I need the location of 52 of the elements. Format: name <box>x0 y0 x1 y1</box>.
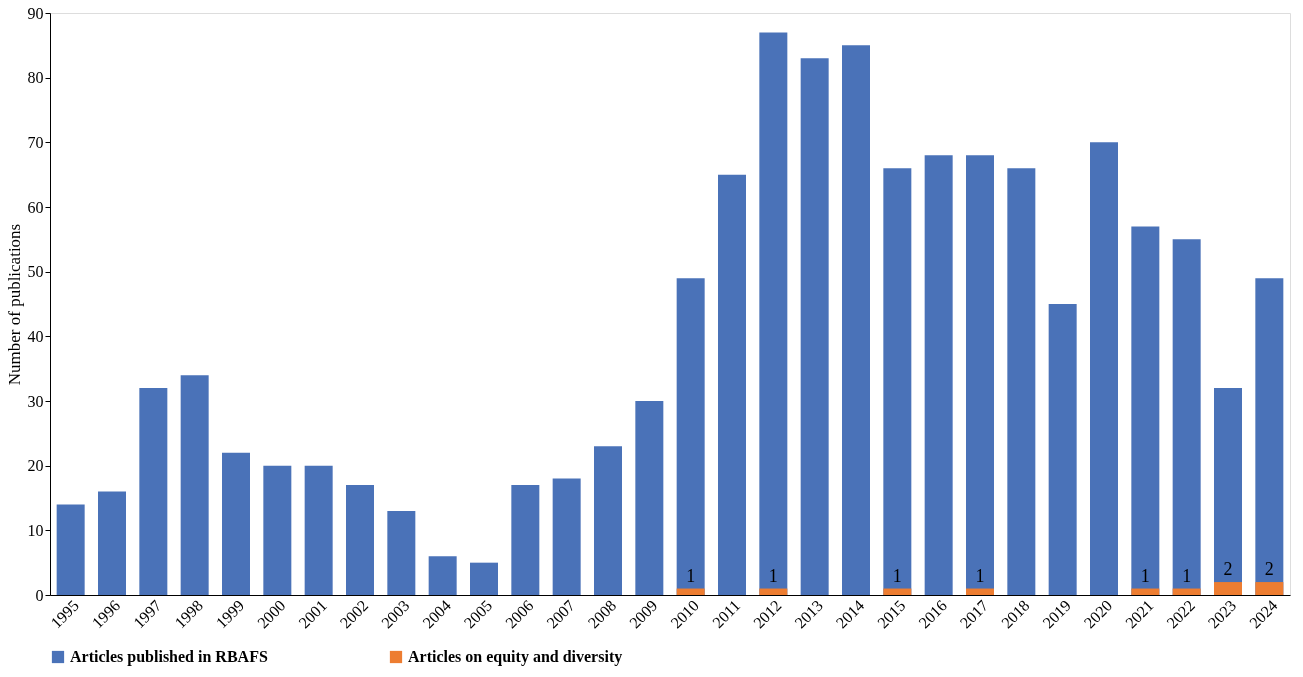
bar <box>1255 582 1284 595</box>
bar <box>1090 142 1118 595</box>
y-tick-label: 70 <box>27 133 44 151</box>
x-tick-label: 1999 <box>212 596 248 632</box>
bar <box>1048 304 1077 595</box>
y-tick-label: 80 <box>27 69 44 87</box>
bar <box>1172 588 1201 595</box>
bar <box>511 485 540 595</box>
bar <box>635 401 664 595</box>
bar <box>594 446 622 595</box>
data-label: 1 <box>975 565 985 586</box>
y-tick-label: 60 <box>27 198 44 216</box>
bar <box>1131 588 1160 595</box>
bar <box>98 491 126 595</box>
legend-label: Articles published in RBAFS <box>70 648 268 666</box>
bar <box>304 465 333 595</box>
data-label: 1 <box>1182 565 1192 586</box>
y-tick-label: 40 <box>27 327 44 345</box>
legend-label: Articles on equity and diversity <box>408 648 623 666</box>
bar <box>676 588 705 595</box>
bar <box>387 510 416 595</box>
data-label: 2 <box>1223 559 1233 580</box>
bar <box>263 465 292 595</box>
bar <box>222 452 250 595</box>
y-tick-label: 20 <box>27 457 44 475</box>
bar <box>470 562 498 595</box>
bar <box>759 588 788 595</box>
bar <box>56 504 85 595</box>
data-label: 1 <box>1140 565 1150 586</box>
bar <box>180 375 209 595</box>
bar <box>966 588 994 595</box>
y-tick-label: 0 <box>35 586 44 604</box>
y-tick-label: 10 <box>27 521 44 539</box>
y-tick-label: 50 <box>27 263 44 281</box>
bar <box>552 478 581 595</box>
bar <box>842 45 870 595</box>
bar <box>1007 168 1036 595</box>
data-label: 1 <box>768 565 778 586</box>
bar <box>1214 582 1242 595</box>
bar <box>139 388 168 595</box>
y-tick-label: 90 <box>27 4 44 22</box>
bar <box>800 58 829 595</box>
data-label: 1 <box>892 565 902 586</box>
y-tick-label: 30 <box>27 392 44 410</box>
data-label: 1 <box>686 565 696 586</box>
data-label: 2 <box>1264 559 1274 580</box>
bar <box>428 556 457 595</box>
bar <box>718 174 746 595</box>
y-axis-title: Number of publications <box>4 223 24 386</box>
bar <box>924 155 953 595</box>
bar <box>346 485 374 595</box>
bar <box>883 588 912 595</box>
